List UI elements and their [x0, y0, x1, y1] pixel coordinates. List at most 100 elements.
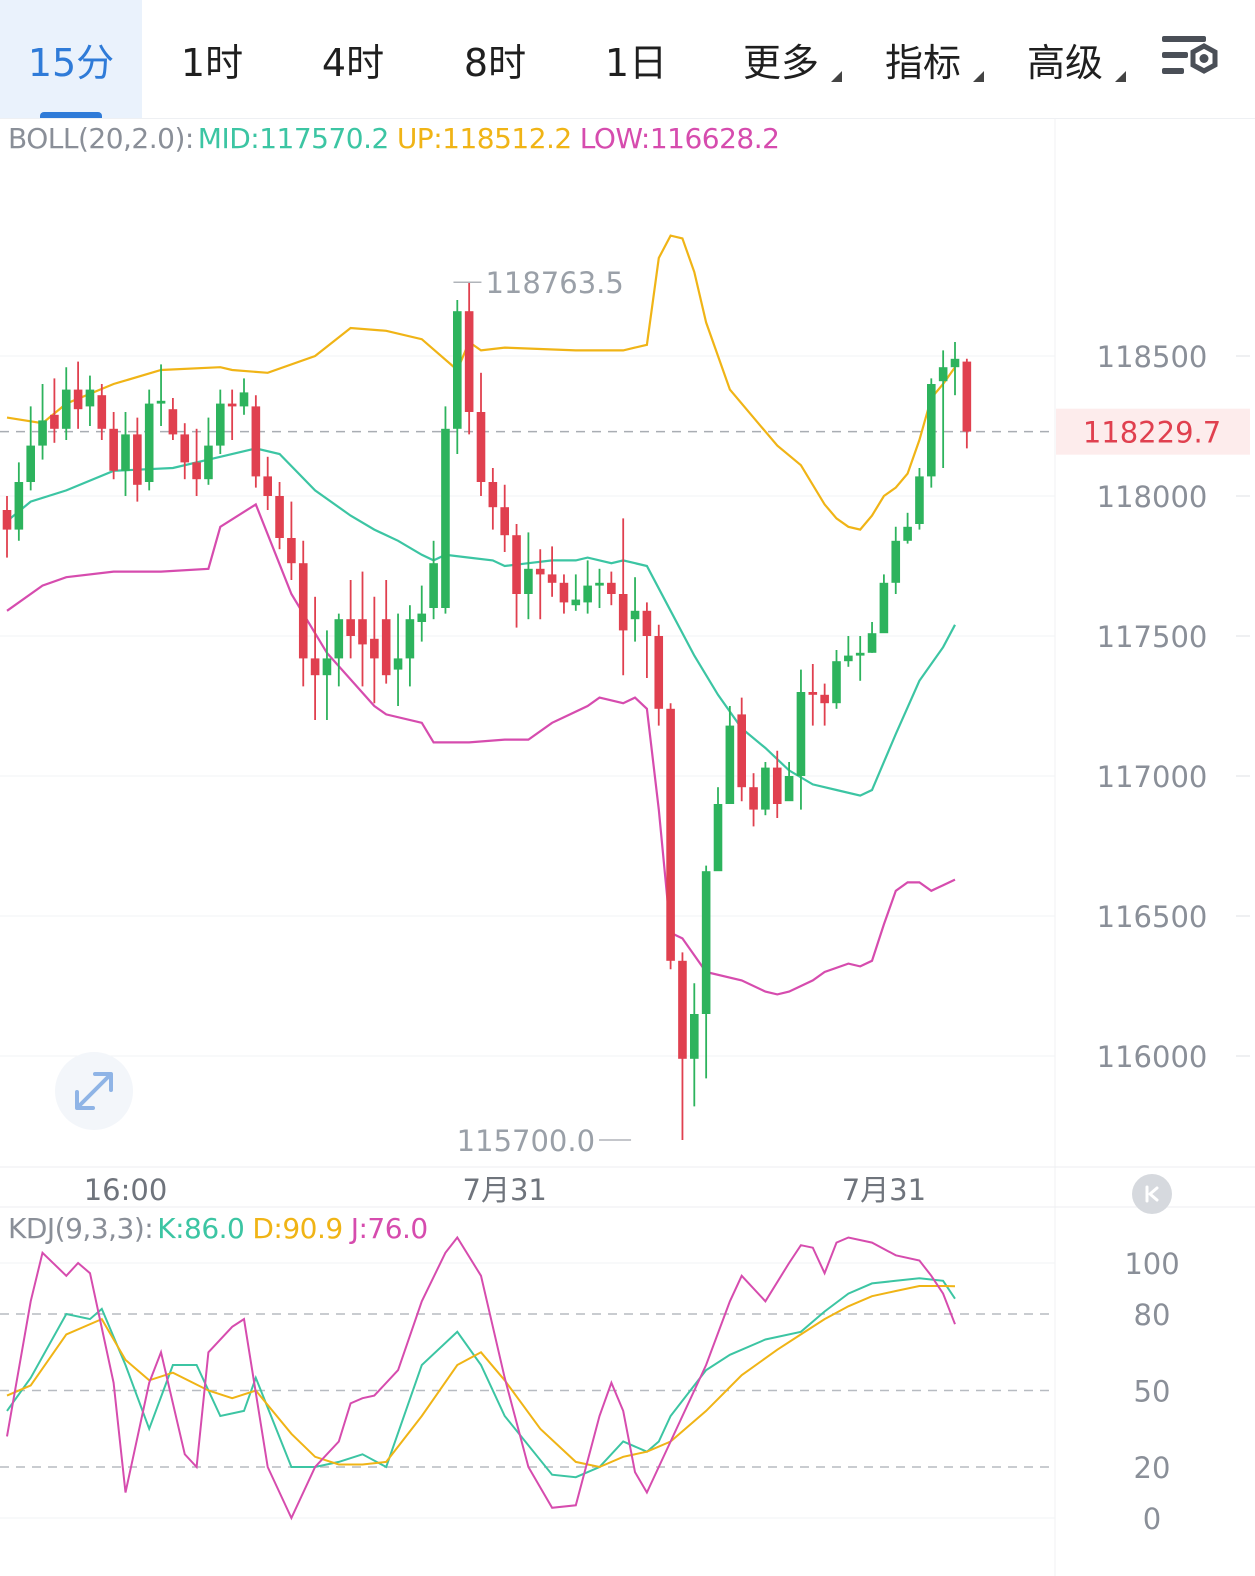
candle	[85, 375, 95, 426]
candle-body	[784, 776, 794, 802]
candle	[749, 773, 758, 827]
tab-label: 1日	[604, 40, 668, 85]
candle-body	[962, 361, 972, 432]
candle-body	[690, 1014, 699, 1059]
boll-middle-band	[6, 447, 956, 797]
candle	[298, 540, 308, 687]
tab-more-dropdown[interactable]: 更多	[718, 0, 844, 118]
tab-1hour[interactable]: 1时	[142, 0, 282, 118]
candle	[950, 342, 960, 396]
dropdown-caret-icon	[1115, 71, 1126, 82]
candle	[855, 636, 865, 681]
price-annotations: 118763.5 115700.0	[453, 266, 632, 1158]
fullscreen-button[interactable]	[55, 1052, 133, 1130]
candle	[938, 350, 948, 468]
candle-body	[156, 400, 166, 404]
candle	[26, 406, 35, 491]
candle-body	[618, 594, 628, 631]
candle-body	[642, 610, 652, 636]
candle-body	[50, 414, 59, 429]
candle	[405, 605, 415, 687]
candle	[867, 622, 877, 653]
kdj-legend-name: KDJ(9,3,3):	[8, 1212, 154, 1245]
price-axis: 118500 118000 117500 117000 116500 116000 1182…	[1056, 340, 1250, 1074]
collapse-left-icon	[1145, 1185, 1159, 1203]
kdj-tick-label: 80	[1134, 1298, 1171, 1332]
candle	[595, 568, 604, 608]
candle-body	[500, 507, 509, 536]
candle-body	[938, 367, 948, 382]
candle-body	[855, 652, 865, 656]
candle-body	[393, 658, 403, 670]
candle-body	[524, 568, 533, 594]
candle	[820, 683, 829, 726]
chart-settings-button[interactable]	[1160, 32, 1224, 88]
collapse-button[interactable]	[1132, 1174, 1172, 1214]
candle	[334, 613, 344, 687]
tab-1day[interactable]: 1日	[566, 0, 706, 118]
candle	[737, 697, 746, 802]
tab-advanced-dropdown[interactable]: 高级	[1002, 0, 1128, 118]
candle	[488, 468, 498, 530]
candle-body	[334, 619, 344, 659]
chart-settings-icon	[1162, 36, 1218, 74]
tab-8hour[interactable]: 8时	[424, 0, 566, 118]
candle	[678, 952, 687, 1140]
candle	[512, 524, 521, 628]
kdj-d-line	[6, 1285, 956, 1469]
candle	[429, 540, 438, 620]
candle	[761, 762, 770, 816]
candle-body	[441, 428, 450, 608]
candle	[322, 630, 332, 720]
candle	[535, 549, 545, 620]
boll-upper-band	[6, 234, 956, 531]
time-tick-label: 7月31	[842, 1173, 926, 1207]
candle	[97, 384, 107, 440]
candle-body	[559, 582, 569, 603]
candle-body	[97, 395, 107, 429]
candle	[891, 526, 901, 594]
candle-body	[950, 358, 960, 368]
price-tick-label: 116000	[1097, 1040, 1208, 1074]
candle	[808, 664, 818, 726]
tab-4hour[interactable]: 4时	[282, 0, 424, 118]
candle-body	[630, 610, 640, 620]
candle	[915, 468, 924, 530]
candle-body	[73, 389, 83, 410]
tab-label: 指标	[884, 40, 961, 85]
time-tick-label: 16:00	[84, 1173, 168, 1207]
boll-upper-line	[6, 234, 956, 531]
candle-body	[535, 568, 545, 575]
candle	[772, 750, 782, 818]
candle-body	[133, 434, 142, 485]
candle-body	[903, 526, 912, 541]
candle	[441, 406, 450, 614]
candle-body	[772, 767, 782, 804]
expand-arrows-icon	[75, 1072, 113, 1110]
candle-body	[820, 694, 829, 704]
candle-body	[488, 482, 498, 508]
candle-body	[571, 599, 581, 606]
kdj-tick-label: 20	[1134, 1451, 1171, 1485]
candlestick-series	[2, 282, 972, 1140]
boll-legend-mid: MID:117570.2	[197, 122, 390, 155]
candle	[690, 983, 699, 1107]
tab-indicators-dropdown[interactable]: 指标	[860, 0, 986, 118]
candle-body	[405, 619, 415, 659]
candle	[287, 501, 296, 580]
candle	[725, 706, 735, 804]
candle	[654, 624, 664, 726]
candle-body	[239, 392, 249, 407]
candle-body	[144, 403, 154, 482]
candle-body	[346, 619, 355, 636]
candle-body	[370, 638, 379, 659]
candle	[144, 389, 154, 491]
candle	[453, 300, 462, 454]
boll-legend-up: UP:118512.2	[396, 122, 572, 155]
candle	[121, 412, 130, 496]
time-tick-label: 7月31	[463, 1173, 547, 1207]
timeframe-tab-bar: 15分 1时 4时 8时 1日 更多 指标 高级	[0, 0, 1255, 119]
tab-15min[interactable]: 15分	[0, 0, 142, 118]
dropdown-caret-icon	[973, 71, 984, 82]
